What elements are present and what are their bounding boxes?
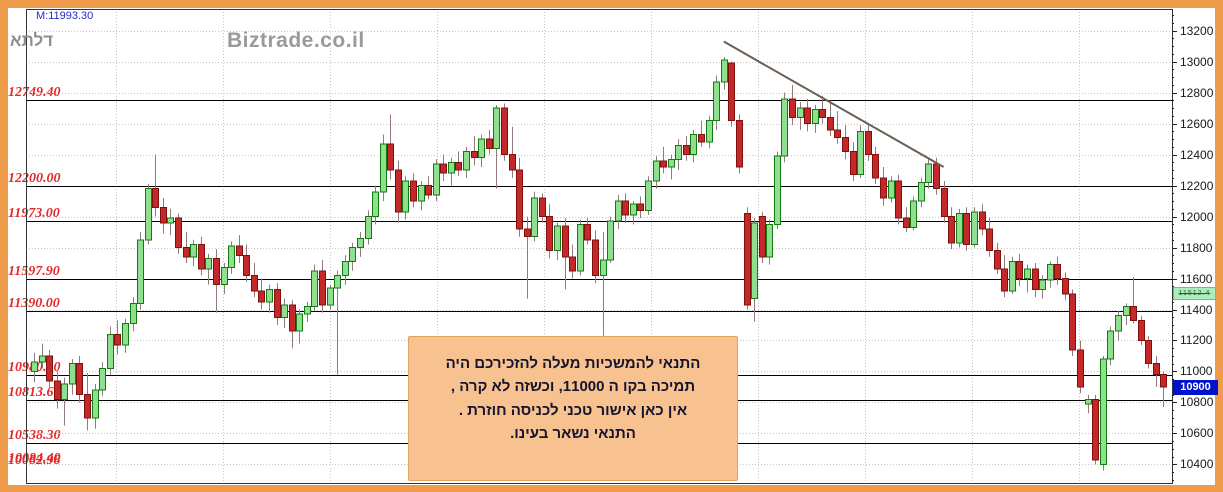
price-level-label: 11597.90 xyxy=(8,263,60,279)
y-axis-tick-label: 12000 xyxy=(1180,209,1214,224)
y-axis-tick-label: 11800 xyxy=(1180,240,1213,255)
price-level-label: 10082.98 xyxy=(8,453,61,468)
y-axis-tick-label: 13200 xyxy=(1180,23,1214,38)
y-axis-tick-label: 10600 xyxy=(1180,426,1214,441)
price-level-label: 10538.30 xyxy=(8,427,61,443)
y-axis-tick-label: 12200 xyxy=(1180,178,1214,193)
price-level-label: 11973.00 xyxy=(8,205,60,221)
y-axis-tick-label: 10800 xyxy=(1180,395,1214,410)
y-axis-tick-label: 12800 xyxy=(1180,85,1214,100)
y-axis-tick-label: 11000 xyxy=(1180,364,1213,379)
last-price-badge: 10900 xyxy=(1173,379,1218,395)
price-level-label: 12200.00 xyxy=(8,170,61,186)
price-level-label: 11390.00 xyxy=(8,295,60,311)
y-axis-tick-label: 11600 xyxy=(1180,271,1213,286)
price-level-label: 10980.10 xyxy=(8,359,61,375)
annotation-box: התנאי להמשכיות מעלה להזכירכם היה תמיכה ב… xyxy=(408,336,738,481)
annotation-line: התנאי להמשכיות מעלה להזכירכם היה xyxy=(445,355,701,372)
price-level-label: 10813.60 xyxy=(8,384,61,400)
annotation-line: תמיכה בקו ה 11000, וכשזה לא קרה , xyxy=(450,378,696,396)
annotation-line: אין כאן אישור טכני לכניסה חוזרת . xyxy=(458,401,688,419)
instrument-name: דלתא xyxy=(10,31,54,50)
watermark: Biztrade.co.il xyxy=(227,29,365,52)
last-value-readout: M:11993.30 xyxy=(36,10,94,22)
y-axis-tick-label: 11400 xyxy=(1180,302,1213,317)
y-axis-tick-label: 13000 xyxy=(1180,54,1214,69)
y-axis-tick-label: 12600 xyxy=(1180,116,1214,131)
y-axis-tick-label: 11200 xyxy=(1180,333,1213,348)
indicator-price-badge: 11512.4 xyxy=(1173,287,1216,301)
price-level-label: 12749.40 xyxy=(8,84,61,100)
y-axis-tick-label: 12400 xyxy=(1180,147,1214,162)
annotation-line: התנאי נשאר בעינו. xyxy=(510,424,636,442)
y-axis-tick-label: 10400 xyxy=(1180,457,1214,472)
